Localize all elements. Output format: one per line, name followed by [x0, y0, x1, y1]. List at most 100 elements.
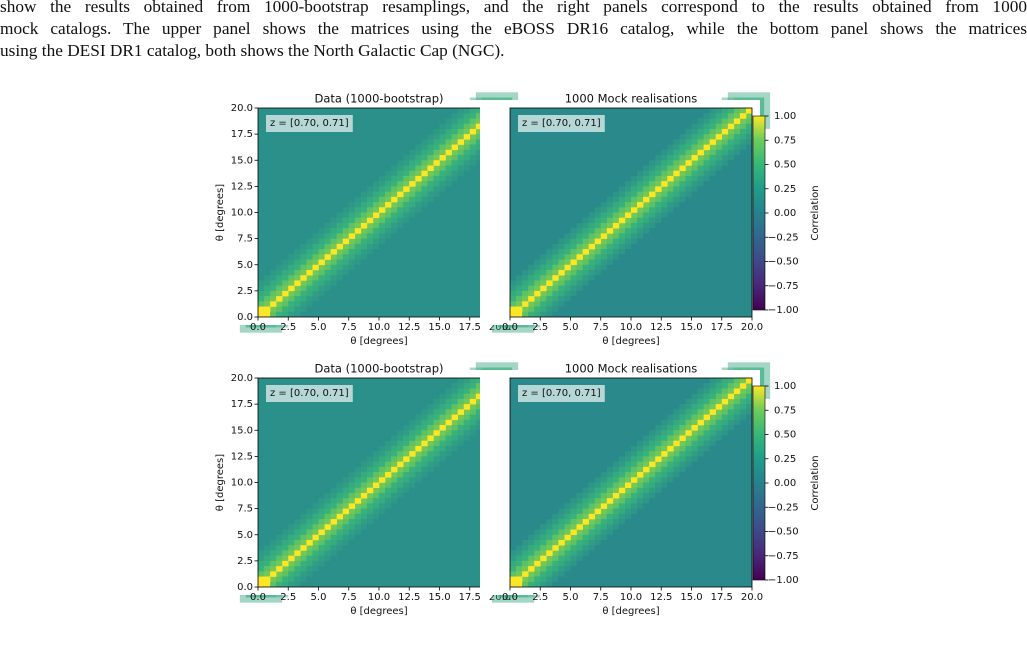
heatmap-diagonal-cell [612, 222, 620, 229]
mask [228, 370, 258, 595]
heatmap-diagonal-cell [673, 440, 680, 447]
heatmap-diagonal-cell [540, 285, 547, 292]
annotation: z = [0.70, 0.71] [522, 388, 601, 399]
x-tick-label: 20.0 [489, 322, 511, 333]
heatmap-diagonal-cell [528, 566, 535, 572]
mask [250, 100, 508, 108]
heatmap-diagonal-cell [318, 529, 325, 536]
heatmap-diagonal-cell [624, 482, 632, 489]
x-tick-label: 10.0 [368, 592, 390, 603]
heatmap-diagonal-cell [739, 113, 747, 119]
heatmap-diagonal-cell [649, 461, 656, 468]
heatmap-diagonal-cell [673, 170, 680, 177]
heatmap-diagonal-cell [366, 217, 374, 224]
heatmap-diagonal-cell [324, 524, 331, 530]
heatmap-diagonal-cell [631, 477, 638, 483]
x-tick-label: 7.5 [341, 592, 357, 603]
heatmap-diagonal-cell [576, 524, 583, 530]
y-tick-label: 12.5 [231, 451, 253, 462]
heatmap-diagonal-cell [558, 539, 565, 546]
heatmap-diagonal-cell [606, 228, 614, 234]
y-tick-label: 2.5 [237, 556, 253, 567]
heatmap-diagonal-cell [576, 254, 583, 260]
heatmap-diagonal-cell [540, 555, 547, 562]
heatmap-diagonal-cell [336, 243, 343, 250]
y-tick-label: 15.0 [231, 425, 253, 436]
heatmap-diagonal-cell [552, 275, 559, 281]
heatmap-diagonal-cell [600, 233, 608, 239]
heatmap-diagonal-cell [546, 280, 553, 286]
panel-title: Data (1000-bootstrap) [315, 362, 444, 376]
x-tick-label: 2.5 [532, 592, 548, 603]
x-tick-label: 20.0 [489, 592, 511, 603]
annotation: z = [0.70, 0.71] [270, 388, 349, 399]
heatmap-diagonal-cell [624, 212, 632, 219]
heatmap-diagonal-cell [451, 144, 458, 151]
x-tick-label: 10.0 [620, 592, 642, 603]
heatmap-diagonal-cell [570, 259, 577, 266]
x-tick-label: 17.5 [711, 592, 733, 603]
heatmap-diagonal-cell [330, 249, 337, 255]
heatmap-diagonal-cell [667, 175, 674, 182]
x-tick-label: 15.0 [428, 592, 450, 603]
colorbar-tick-label: −1.00 [768, 575, 799, 586]
heatmap-diagonal-cell [445, 149, 452, 156]
mask [502, 100, 760, 108]
x-axis-label: θ [degrees] [350, 336, 407, 347]
heatmap-diagonal-cell [372, 482, 380, 489]
heatmap-diagonal-cell [421, 440, 428, 447]
y-tick-label: 0.0 [237, 582, 253, 593]
mask [250, 317, 508, 325]
y-tick-label: 7.5 [237, 504, 253, 515]
heatmap-diagonal-cell [703, 414, 710, 421]
heatmap-diagonal-cell [709, 139, 716, 145]
heatmap-diagonal-cell [733, 118, 741, 124]
y-tick-label: 20.0 [231, 373, 253, 384]
heatmap-diagonal-cell [282, 560, 289, 567]
heatmap-diagonal-cell [606, 498, 614, 504]
heatmap-diagonal-cell [727, 393, 735, 400]
colorbar-tick-label: −0.50 [768, 527, 799, 538]
colorbar-tick-label: −0.75 [768, 281, 799, 292]
colorbar-tick-label: −0.75 [768, 551, 799, 562]
x-tick-label: 5.0 [563, 592, 579, 603]
heatmap-diagonal-cell [643, 466, 650, 473]
heatmap-diagonal-cell [348, 503, 356, 509]
heatmap-diagonal-cell [433, 160, 440, 166]
heatmap-diagonal-cell [745, 108, 753, 114]
heatmap-diagonal-cell [451, 414, 458, 421]
heatmap-diagonal-cell [528, 296, 535, 302]
annotation-box [518, 115, 605, 132]
heatmap-diagonal-cell [282, 290, 289, 297]
x-tick-label: 5.0 [311, 592, 327, 603]
heatmap-diagonal-cell [534, 560, 541, 567]
heatmap-corner-cell [258, 306, 271, 317]
y-tick-label: 17.5 [231, 129, 253, 140]
heatmap-diagonal-cell [433, 430, 440, 436]
heatmap-diagonal-cell [600, 503, 608, 509]
heatmap-diagonal-cell [336, 513, 343, 520]
annotation: z = [0.70, 0.71] [522, 118, 601, 129]
x-tick-label: 17.5 [711, 322, 733, 333]
heatmap-diagonal-cell [691, 425, 698, 431]
heatmap-diagonal-cell [457, 409, 464, 415]
text-line: using the DESI DR1 catalog, both shows t… [0, 41, 505, 60]
heatmap-diagonal-cell [300, 545, 307, 551]
heatmap-diagonal-cell [661, 451, 668, 457]
heatmap-corner-cell [258, 576, 271, 587]
heatmap-diagonal-cell [421, 170, 428, 177]
colorbar-tick-label: 0.25 [774, 184, 796, 195]
mask [502, 317, 760, 325]
heatmap-diagonal-cell [631, 207, 638, 213]
x-tick-label: 10.0 [368, 322, 390, 333]
mask [480, 100, 510, 325]
heatmap-diagonal-cell [469, 398, 477, 405]
y-tick-label: 15.0 [231, 155, 253, 166]
x-tick-label: 17.5 [459, 322, 481, 333]
heatmap-diagonal-cell [739, 383, 747, 389]
heatmap-diagonal-cell [667, 445, 674, 452]
panel-title: 1000 Mock realisations [565, 362, 698, 376]
heatmap-diagonal-cell [679, 435, 686, 441]
colorbar-tick-label: 0.25 [774, 454, 796, 465]
